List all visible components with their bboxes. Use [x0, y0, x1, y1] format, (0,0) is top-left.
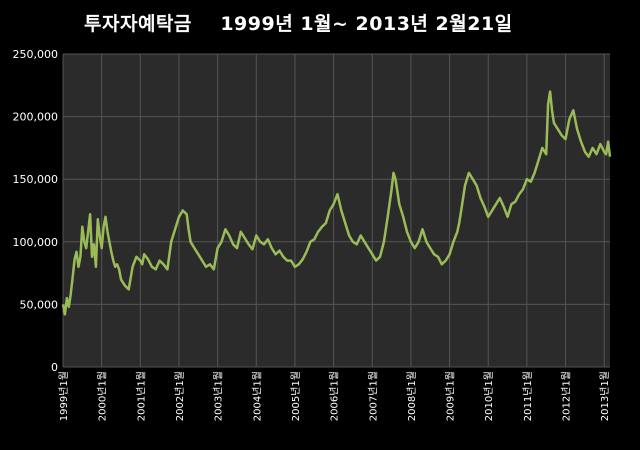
- x-tick-label: 2009년1월: [445, 371, 457, 421]
- plot-area: [63, 54, 610, 367]
- y-tick-label: 0: [51, 361, 58, 374]
- x-tick-label: 2010년1월: [483, 371, 495, 421]
- x-tick-label: 2006년1월: [329, 371, 341, 421]
- x-tick-label: 2000년1월: [97, 371, 109, 421]
- x-tick-label: 2005년1월: [290, 371, 302, 421]
- chart-title: 투자자예탁금 1999년 1월~ 2013년 2월21일: [84, 13, 513, 35]
- x-tick-label: 2011년1월: [522, 371, 534, 421]
- x-tick-label: 2002년1월: [174, 371, 186, 421]
- x-tick-label: 2013년1월: [599, 371, 611, 421]
- x-tick-label: 2004년1월: [251, 371, 263, 421]
- y-tick-label: 100,000: [13, 236, 59, 249]
- x-tick-label: 2001년1월: [135, 371, 147, 421]
- y-tick-label: 250,000: [13, 48, 59, 61]
- y-axis-ticks: 0 50,000 100,000 150,000 200,000 250,000: [13, 48, 59, 374]
- series-group: [61, 90, 612, 316]
- x-tick-label: 2012년1월: [561, 371, 573, 421]
- x-tick-label: 1999년1월: [58, 371, 70, 421]
- x-tick-label: 2008년1월: [406, 371, 418, 421]
- x-axis-ticks: 1999년1월 2000년1월 2001년1월 2002년1월 2003년1월 2004년…: [58, 371, 611, 421]
- x-tick-label: 2003년1월: [213, 371, 225, 421]
- y-tick-label: 200,000: [13, 111, 59, 124]
- y-tick-label: 50,000: [20, 298, 59, 311]
- gridlines: [62, 53, 610, 368]
- series-line-0: [61, 90, 612, 316]
- y-tick-label: 150,000: [13, 173, 59, 186]
- x-tick-label: 2007년1월: [367, 371, 379, 421]
